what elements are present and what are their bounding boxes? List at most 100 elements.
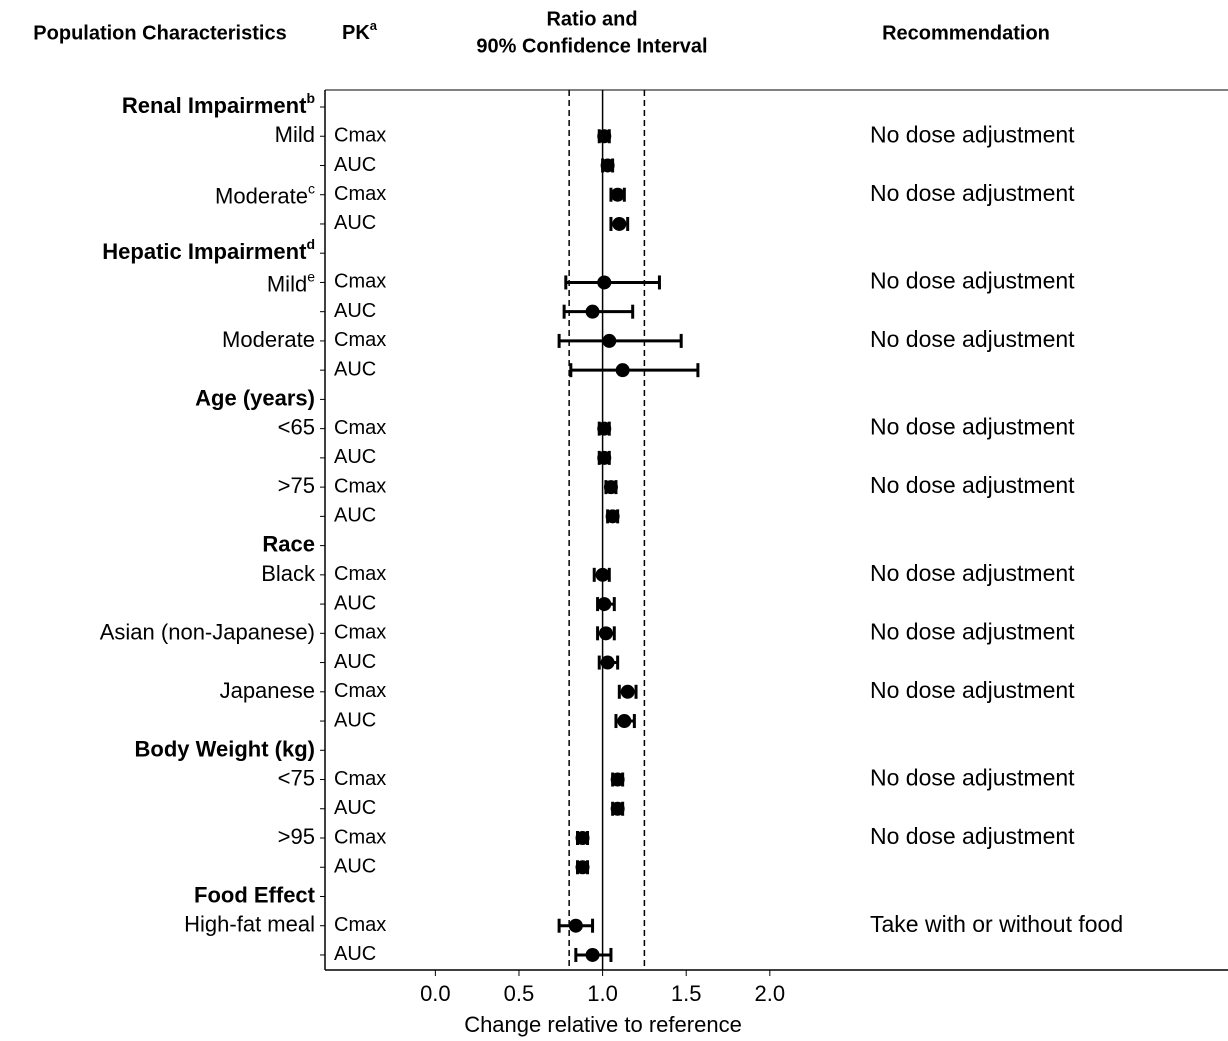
point	[585, 304, 600, 319]
subgroup-label-text: Moderate	[222, 327, 315, 352]
group-label: Age (years)	[195, 385, 315, 410]
recommendation: Take with or without food	[870, 911, 1123, 937]
superscript: e	[307, 268, 315, 284]
point	[620, 684, 635, 699]
point	[595, 567, 610, 582]
x-tick-label: 1.5	[671, 981, 702, 1006]
superscript: c	[308, 180, 315, 196]
pk-label: Cmax	[334, 680, 386, 702]
pk-label: AUC	[334, 212, 376, 234]
subgroup-label-text: Japanese	[220, 678, 315, 703]
point	[597, 275, 612, 290]
pk-label: AUC	[334, 592, 376, 614]
point	[615, 363, 630, 378]
recommendation: No dose adjustment	[870, 472, 1075, 498]
group-label: Renal Impairmentb	[122, 90, 315, 118]
x-tick-label: 0.0	[420, 981, 451, 1006]
subgroup-label: Milde	[267, 268, 315, 296]
point	[598, 626, 613, 641]
column-header: Recommendation	[882, 22, 1050, 44]
subgroup-label: High-fat meal	[184, 912, 315, 937]
subgroup-label: <75	[278, 765, 315, 790]
point	[605, 509, 620, 524]
superscript: d	[306, 236, 315, 252]
pk-label: AUC	[334, 651, 376, 673]
subgroup-label-text: >75	[278, 473, 315, 498]
column-header: PKa	[342, 18, 378, 44]
group-label-text: Food Effect	[194, 882, 316, 907]
subgroup-label-text: >95	[278, 824, 315, 849]
subgroup-label-text: Black	[261, 561, 316, 586]
pk-label: AUC	[334, 709, 376, 731]
subgroup-label-text: <75	[278, 765, 315, 790]
point	[575, 860, 590, 875]
pk-label: AUC	[334, 943, 376, 965]
subgroup-label-text: Asian (non-Japanese)	[100, 619, 315, 644]
point	[585, 947, 600, 962]
pk-label: AUC	[334, 505, 376, 527]
recommendation: No dose adjustment	[870, 180, 1075, 206]
group-label: Race	[262, 531, 315, 556]
subgroup-label-text: Moderate	[215, 184, 308, 209]
subgroup-label: Asian (non-Japanese)	[100, 619, 315, 644]
recommendation: No dose adjustment	[870, 618, 1075, 644]
pk-label: Cmax	[334, 768, 386, 790]
point	[597, 421, 612, 436]
pk-label: Cmax	[334, 914, 386, 936]
pk-label: AUC	[334, 358, 376, 380]
pk-label: Cmax	[334, 183, 386, 205]
subgroup-label-text: Mild	[275, 122, 315, 147]
x-tick-label: 0.5	[504, 981, 535, 1006]
group-label: Hepatic Impairmentd	[102, 236, 315, 264]
pk-label: AUC	[334, 856, 376, 878]
recommendation: No dose adjustment	[870, 823, 1075, 849]
group-label: Body Weight (kg)	[135, 736, 315, 761]
column-header: 90% Confidence Interval	[476, 35, 707, 57]
point	[617, 714, 632, 729]
recommendation: No dose adjustment	[870, 677, 1075, 703]
pk-label: AUC	[334, 300, 376, 322]
point	[612, 216, 627, 231]
pk-label: Cmax	[334, 417, 386, 439]
subgroup-label-text: <65	[278, 414, 315, 439]
point	[568, 918, 583, 933]
point	[600, 158, 615, 173]
recommendation: No dose adjustment	[870, 765, 1075, 791]
pk-label: Cmax	[334, 622, 386, 644]
pk-label: Cmax	[334, 826, 386, 848]
recommendation: No dose adjustment	[870, 121, 1075, 147]
point	[597, 450, 612, 465]
subgroup-label: Japanese	[220, 678, 315, 703]
pk-label: AUC	[334, 154, 376, 176]
recommendation: No dose adjustment	[870, 268, 1075, 294]
subgroup-label: Mild	[275, 122, 315, 147]
subgroup-label-text: High-fat meal	[184, 912, 315, 937]
subgroup-label: Black	[261, 561, 316, 586]
x-axis-title: Change relative to reference	[464, 1012, 742, 1037]
recommendation: No dose adjustment	[870, 326, 1075, 352]
group-label-text: Body Weight (kg)	[135, 736, 315, 761]
column-header: Population Characteristics	[33, 22, 286, 44]
header-text: PK	[342, 22, 370, 44]
pk-label: Cmax	[334, 125, 386, 147]
x-tick-label: 1.0	[587, 981, 618, 1006]
point	[603, 480, 618, 495]
point	[610, 187, 625, 202]
pk-label: Cmax	[334, 271, 386, 293]
group-label-text: Hepatic Impairment	[102, 239, 307, 264]
subgroup-label: >75	[278, 473, 315, 498]
point	[597, 129, 612, 144]
group-label-text: Race	[262, 531, 315, 556]
recommendation: No dose adjustment	[870, 414, 1075, 440]
pk-label: Cmax	[334, 329, 386, 351]
superscript: a	[370, 18, 378, 33]
point	[597, 597, 612, 612]
pk-label: Cmax	[334, 563, 386, 585]
point	[610, 801, 625, 816]
group-label-text: Renal Impairment	[122, 93, 307, 118]
x-tick-label: 2.0	[755, 981, 786, 1006]
subgroup-label: Moderatec	[215, 180, 315, 208]
group-label-text: Age (years)	[195, 385, 315, 410]
pk-label: Cmax	[334, 475, 386, 497]
